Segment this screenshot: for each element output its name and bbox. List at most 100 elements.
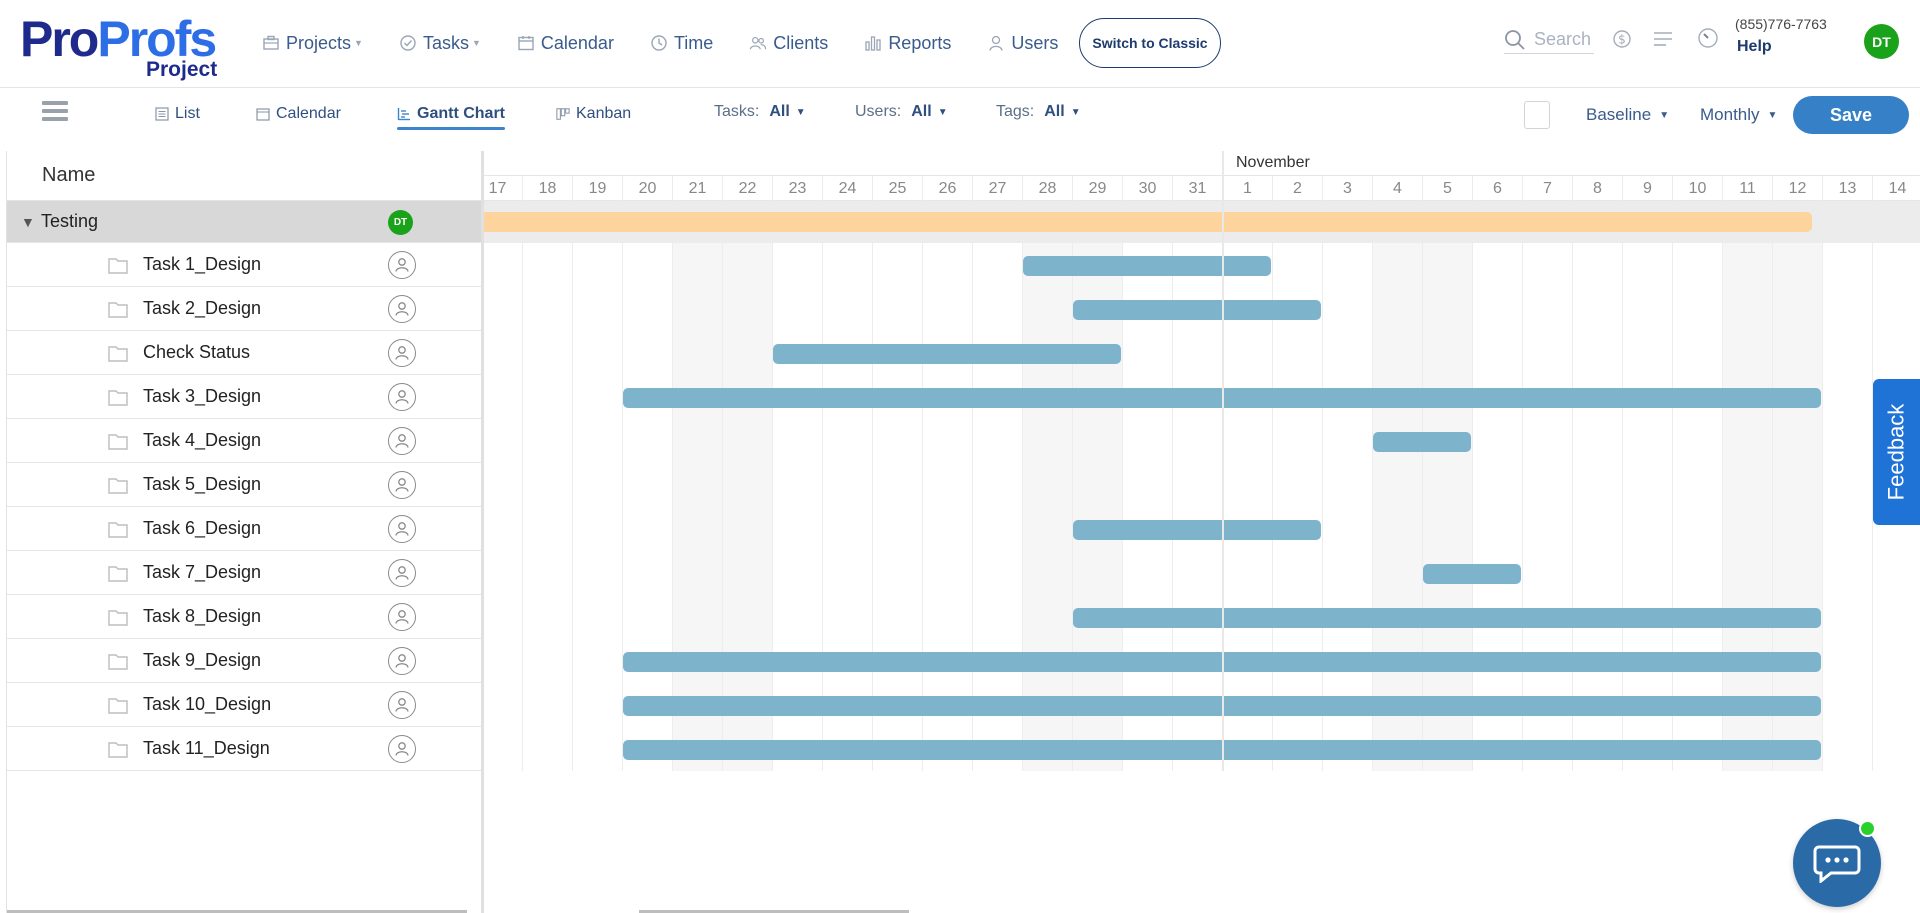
export-icon[interactable]	[1524, 101, 1550, 129]
task-name[interactable]: Task 7_Design	[143, 562, 262, 582]
user-avatar[interactable]: DT	[1864, 24, 1899, 59]
task-row[interactable]: Task 7_Design	[7, 551, 481, 595]
assignee-avatar-icon[interactable]	[388, 691, 416, 719]
filter-users-label: Users:	[855, 103, 902, 120]
task-name[interactable]: Task 2_Design	[143, 298, 262, 318]
feedback-label: Feedback	[1883, 403, 1909, 501]
task-file-icon	[108, 522, 128, 538]
task-row[interactable]: Task 1_Design	[7, 243, 481, 287]
nav-tasks[interactable]: Tasks ▼	[399, 33, 481, 54]
collapse-triangle-icon[interactable]: ▼	[21, 213, 35, 230]
view-list[interactable]: List	[155, 105, 200, 123]
switch-to-classic-button[interactable]: Switch to Classic	[1079, 18, 1221, 68]
timer-icon[interactable]	[1697, 27, 1719, 49]
view-gantt-chart[interactable]: Gantt Chart	[397, 105, 505, 123]
gantt-chart: November 17 18 19 20 21 22 23 24 25 26 27 28 29 30 31 1…	[484, 151, 1920, 913]
search-box[interactable]: Search	[1504, 26, 1594, 54]
assignee-avatar-icon[interactable]	[388, 647, 416, 675]
task-row[interactable]: Check Status	[7, 331, 481, 375]
list-lines-icon[interactable]	[1653, 30, 1673, 48]
dollar-icon[interactable]: $	[1612, 29, 1632, 49]
assignee-avatar-icon[interactable]	[388, 471, 416, 499]
task-row[interactable]: Task 4_Design	[7, 419, 481, 463]
filter-tasks[interactable]: Tasks: All ▼	[714, 103, 806, 121]
view-list-label: List	[175, 105, 200, 122]
task-bar[interactable]	[1023, 256, 1271, 276]
assignee-avatar-icon[interactable]	[388, 339, 416, 367]
feedback-tab[interactable]: Feedback	[1873, 379, 1920, 525]
assignee-avatar-icon[interactable]	[388, 251, 416, 279]
nav-calendar[interactable]: Calendar	[517, 33, 614, 54]
proprofs-logo[interactable]: ProProfs Project	[20, 14, 220, 81]
assignee-avatar-icon[interactable]	[388, 735, 416, 763]
day-column	[822, 201, 872, 771]
assignee-avatar-icon[interactable]	[388, 515, 416, 543]
nav-users[interactable]: Users	[987, 33, 1058, 54]
save-button[interactable]: Save	[1793, 96, 1909, 134]
task-name[interactable]: Check Status	[143, 342, 251, 362]
task-bar[interactable]	[1423, 564, 1521, 584]
assignee-avatar-icon[interactable]	[388, 427, 416, 455]
task-row[interactable]: Task 9_Design	[7, 639, 481, 683]
search-icon	[1505, 29, 1525, 50]
day-column	[972, 201, 1022, 771]
day-header: 17 18 19 20 21 22 23 24 25 26 27 28 29 30 31 1 2 3 4 5 6 7 8 9 1…	[484, 175, 1920, 202]
nav-clients[interactable]: Clients	[749, 33, 828, 54]
caret-down-icon: ▼	[1659, 109, 1670, 121]
filter-tags-label: Tags:	[996, 103, 1035, 120]
menu-toggle-icon[interactable]	[42, 101, 70, 123]
assignee-avatar-icon[interactable]	[388, 559, 416, 587]
assignee-avatar-icon[interactable]	[388, 383, 416, 411]
task-bar[interactable]	[773, 344, 1121, 364]
task-row[interactable]: Task 5_Design	[7, 463, 481, 507]
day-label: 22	[722, 176, 772, 202]
nav-reports[interactable]: Reports	[864, 33, 951, 54]
task-name[interactable]: Task 3_Design	[143, 386, 262, 406]
filter-users[interactable]: Users: All ▼	[855, 103, 948, 121]
view-kanban[interactable]: Kanban	[556, 105, 631, 123]
task-name[interactable]: Task 10_Design	[143, 694, 272, 714]
svg-text:$: $	[1618, 33, 1626, 47]
period-dropdown[interactable]: Monthly ▼	[1700, 105, 1777, 125]
task-name[interactable]: Task 5_Design	[143, 474, 262, 494]
filter-tags[interactable]: Tags: All ▼	[996, 103, 1081, 121]
horizontal-scrollbar[interactable]	[7, 910, 467, 913]
assignee-avatar-icon[interactable]	[388, 295, 416, 323]
chat-bubble-icon	[1813, 845, 1861, 883]
task-bar[interactable]	[1073, 300, 1321, 320]
task-row[interactable]: Task 10_Design	[7, 683, 481, 727]
gantt-horizontal-scrollbar[interactable]	[639, 910, 909, 913]
nav-time[interactable]: Time	[650, 33, 713, 54]
task-name[interactable]: Task 6_Design	[143, 518, 262, 538]
day-label: 30	[1122, 176, 1172, 202]
month-header: November	[484, 151, 1920, 175]
task-row[interactable]: Task 11_Design	[7, 727, 481, 771]
task-row[interactable]: Task 8_Design	[7, 595, 481, 639]
assignee-avatar-icon[interactable]	[388, 603, 416, 631]
task-name[interactable]: Task 1_Design	[143, 254, 262, 274]
nav-projects[interactable]: Projects ▼	[262, 33, 363, 54]
task-name[interactable]: Task 8_Design	[143, 606, 262, 626]
baseline-dropdown[interactable]: Baseline ▼	[1586, 105, 1669, 125]
task-bar[interactable]	[1373, 432, 1471, 452]
filter-tasks-label: Tasks:	[714, 103, 760, 120]
task-bar[interactable]	[1073, 608, 1821, 628]
day-column	[1772, 201, 1822, 771]
task-bar[interactable]	[1073, 520, 1321, 540]
task-row[interactable]: Task 3_Design	[7, 375, 481, 419]
task-name[interactable]: Task 11_Design	[143, 738, 270, 758]
task-name[interactable]: Task 4_Design	[143, 430, 262, 450]
task-row[interactable]: Task 6_Design	[7, 507, 481, 551]
group-row-testing[interactable]: ▼ Testing DT	[7, 201, 481, 243]
help-link[interactable]: Help	[1737, 38, 1772, 55]
view-calendar[interactable]: Calendar	[256, 105, 341, 123]
search-placeholder: Search	[1534, 29, 1592, 49]
task-row[interactable]: Task 2_Design	[7, 287, 481, 331]
task-name[interactable]: Task 9_Design	[143, 650, 262, 670]
name-column-header[interactable]: Name	[7, 151, 481, 201]
day-label: 27	[972, 176, 1022, 202]
day-column	[872, 201, 922, 771]
chat-button[interactable]	[1793, 819, 1881, 907]
summary-bar[interactable]	[484, 212, 1812, 232]
day-column	[1122, 201, 1172, 771]
